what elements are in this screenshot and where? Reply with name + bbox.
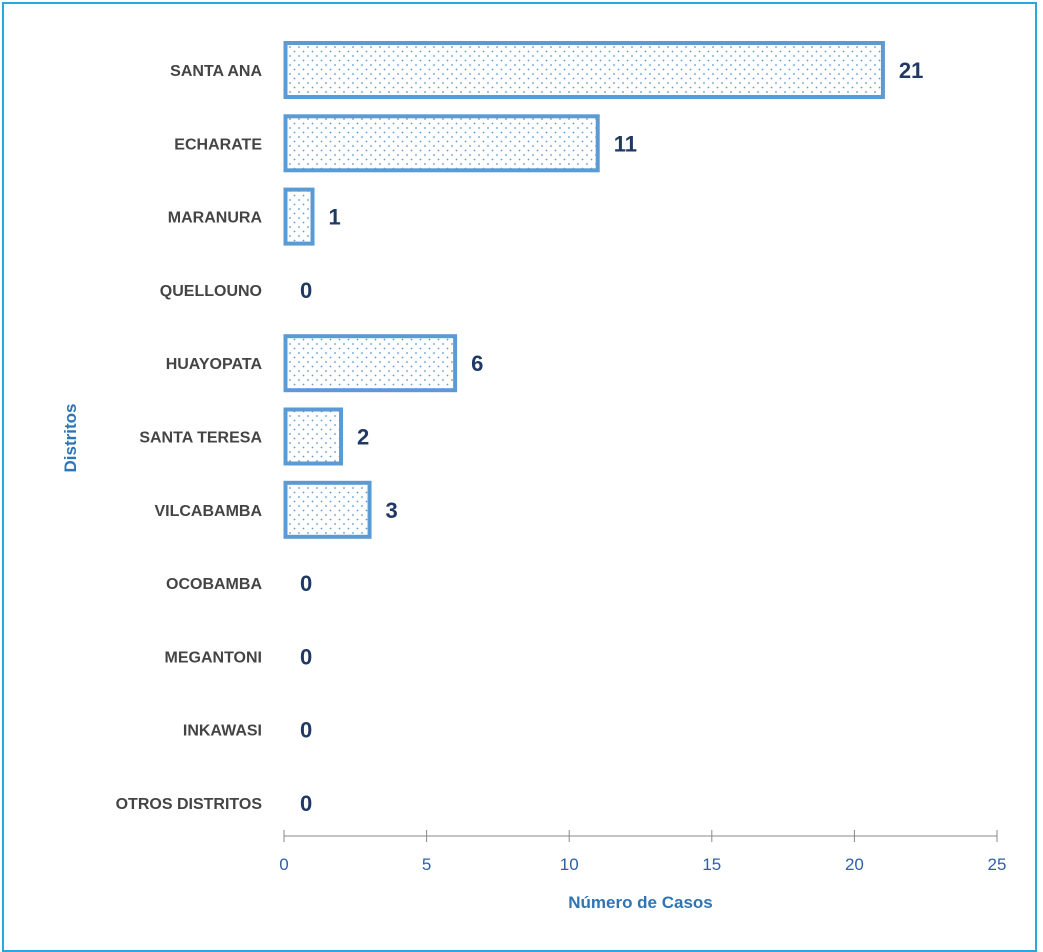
x-tick-label: 10 [560,855,579,874]
category-label: QUELLOUNO [160,283,262,300]
category-labels: SANTA ANA ECHARATE MARANURA QUELLOUNO HUAYOP… [116,63,263,813]
data-label: 11 [614,131,637,156]
category-label: OTROS DISTRITOS [116,796,263,813]
x-tick-label: 25 [988,855,1007,874]
category-label: OCOBAMBA [166,576,262,593]
data-label: 0 [300,571,312,596]
x-tick-label: 15 [702,855,721,874]
x-axis-title: Número de Casos [568,893,713,912]
data-label: 2 [357,425,369,450]
category-label: MARANURA [168,210,263,227]
data-label: 0 [300,644,312,669]
category-label: ECHARATE [174,136,262,153]
category-label: VILCABAMBA [154,503,262,520]
category-label: SANTA ANA [170,63,262,80]
x-tick-label: 0 [279,855,288,874]
bar [283,114,600,173]
category-label: HUAYOPATA [166,356,263,373]
bar [283,480,372,539]
category-label: SANTA TERESA [139,430,262,447]
x-tick-label: 5 [422,855,431,874]
bar [283,334,458,393]
bars-group [283,41,885,539]
data-label: 0 [300,718,312,743]
category-label: MEGANTONI [165,649,262,666]
bar [283,407,344,466]
x-axis [283,830,998,842]
bar [283,41,885,99]
data-label: 1 [329,205,341,230]
data-label: 21 [899,58,923,83]
x-tick-label: 20 [845,855,864,874]
category-label: INKAWASI [183,723,262,740]
data-label: 0 [300,278,312,303]
data-label: 3 [386,498,398,523]
data-label: 6 [471,351,483,376]
data-label: 0 [300,791,312,816]
x-tick-labels: 0 5 10 15 20 25 [279,855,1006,874]
bar [283,187,315,246]
y-axis-title: Distritos [61,404,80,473]
